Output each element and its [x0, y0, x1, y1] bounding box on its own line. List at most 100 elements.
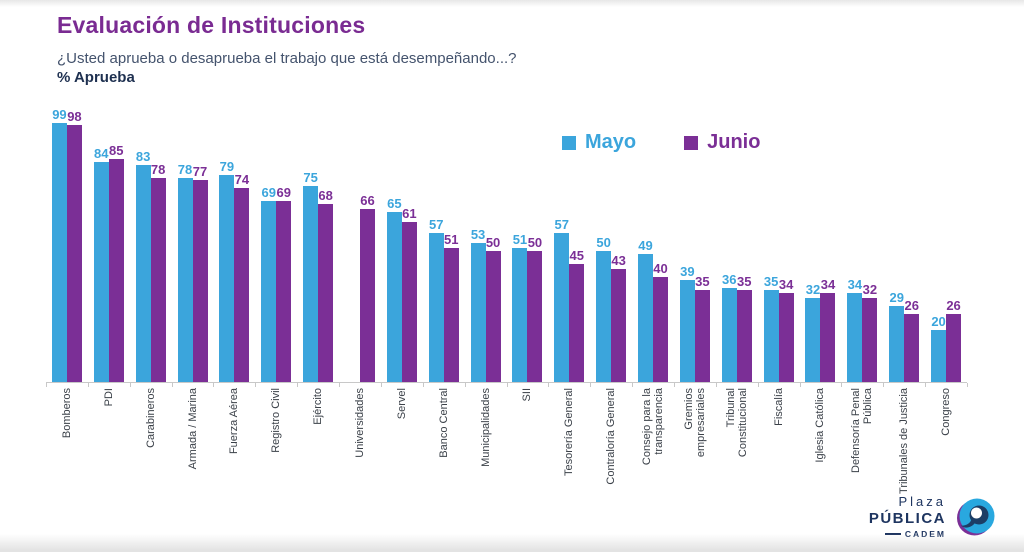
axis-tick: [673, 383, 675, 387]
axis-tick: [967, 383, 968, 387]
bar-junio: [527, 251, 543, 382]
value-label-junio: 78: [150, 161, 166, 177]
metric-label: % Aprueba: [57, 69, 135, 86]
category-label: Bomberos: [46, 388, 88, 498]
value-label-junio: 50: [485, 235, 501, 250]
axis-tick: [380, 383, 382, 387]
category-label-text: Congreso: [940, 388, 953, 436]
category-label: Registro Civil: [255, 388, 297, 498]
value-label-junio: 26: [946, 297, 961, 313]
category-label: Consejo para la transparencia: [632, 388, 674, 498]
bar-mayo: [93, 161, 109, 382]
category-label-text: Registro Civil: [270, 388, 283, 453]
bar-mayo: [512, 248, 528, 382]
bar-junio: [778, 292, 794, 382]
value-label-mayo: 49: [638, 237, 653, 253]
category-label-text: Municipalidades: [479, 388, 492, 467]
bar-mayo: [303, 185, 319, 382]
bar-mayo: [638, 253, 654, 382]
bar-mayo: [177, 177, 193, 382]
axis-tick: [171, 383, 173, 387]
legend-item-mayo: Mayo: [562, 131, 636, 154]
category-label: Fuerza Aérea: [213, 388, 255, 498]
category-label-text: Gremios empresariales: [682, 388, 707, 458]
bar-junio: [569, 264, 585, 382]
value-label-mayo: 57: [554, 216, 570, 232]
bar-mayo: [847, 292, 863, 382]
category-label: Universidades: [339, 388, 381, 498]
category-label-text: Tesorería General: [563, 388, 576, 477]
category-label: Banco Central: [423, 388, 465, 498]
bar-mayo: [470, 243, 486, 382]
value-label-mayo: 57: [428, 216, 444, 232]
axis-tick: [632, 383, 634, 387]
category-label: Ejército: [297, 388, 339, 498]
value-label-mayo: 83: [135, 148, 151, 164]
axis-tick: [715, 383, 717, 387]
axis-tick: [339, 383, 341, 387]
value-label-mayo: 36: [722, 271, 737, 287]
logo-text: Plaza PÚBLICA CADEM: [869, 494, 946, 539]
value-label-mayo: 75: [303, 169, 318, 185]
legend-item-junio: Junio: [684, 131, 760, 154]
bar-junio: [904, 313, 920, 382]
category-label-text: Servel: [395, 388, 408, 420]
bar-junio: [862, 298, 878, 382]
cadem-wave-icon: [957, 498, 995, 535]
category-label-text: Tribunales de Justicia: [898, 388, 911, 494]
value-label-junio: 66: [360, 193, 375, 209]
value-label-mayo: 53: [470, 227, 486, 243]
value-label-mayo: 78: [177, 161, 193, 177]
bar-junio: [443, 248, 459, 382]
axis-tick: [46, 383, 47, 387]
value-label-mayo: 99: [52, 106, 67, 122]
category-label: SII: [506, 388, 548, 498]
category-label-text: Ejército: [312, 388, 325, 425]
value-label-mayo: 39: [680, 263, 695, 279]
category-label-text: Contraloría General: [605, 388, 618, 485]
value-label-junio: 51: [443, 232, 459, 248]
axis-tick: [548, 383, 550, 387]
value-label-junio: 98: [67, 109, 82, 125]
value-label-junio: 34: [820, 276, 836, 292]
bar-mayo: [51, 122, 67, 382]
value-label-mayo: 32: [805, 282, 821, 298]
category-label-text: Iglesia Católica: [814, 388, 827, 463]
value-label-mayo: 69: [261, 185, 276, 201]
axis-tick: [129, 383, 131, 387]
axis-tick: [883, 383, 885, 387]
category-label: PDI: [88, 388, 130, 498]
value-label-junio: 26: [904, 297, 919, 313]
bar-mayo: [889, 306, 905, 382]
category-label: Tribunal Constitucional: [716, 388, 758, 498]
bar-junio: [736, 290, 752, 382]
value-label-junio: 35: [737, 274, 752, 290]
value-label-mayo: 35: [763, 274, 779, 290]
logo-publica-text: PÚBLICA: [868, 510, 946, 527]
axis-tick: [297, 383, 299, 387]
category-label-text: Banco Central: [437, 388, 450, 458]
bar-mayo: [763, 290, 779, 382]
x-axis-line: [46, 382, 967, 383]
category-label-text: Bomberos: [60, 388, 73, 439]
chart-legend: Mayo Junio: [562, 131, 760, 154]
bar-junio: [192, 180, 208, 382]
axis-tick: [213, 383, 215, 387]
category-label: Defensoría Penal Pública: [841, 388, 883, 498]
value-label-junio: 61: [402, 206, 417, 222]
value-label-junio: 45: [569, 248, 585, 264]
value-label-junio: 77: [192, 164, 208, 180]
category-label-text: Armada / Marina: [186, 388, 199, 470]
axis-tick: [87, 383, 89, 387]
bar-mayo: [219, 175, 235, 382]
category-label-text: Tribunal Constitucional: [724, 388, 749, 458]
slide-bottom-edge: [0, 534, 1024, 552]
category-label-text: Defensoría Penal Pública: [850, 388, 875, 473]
category-label-text: SII: [521, 388, 534, 402]
bar-junio: [108, 159, 124, 382]
bar-junio: [611, 269, 627, 382]
value-label-mayo: 65: [387, 195, 402, 211]
category-label: Carabineros: [130, 388, 172, 498]
